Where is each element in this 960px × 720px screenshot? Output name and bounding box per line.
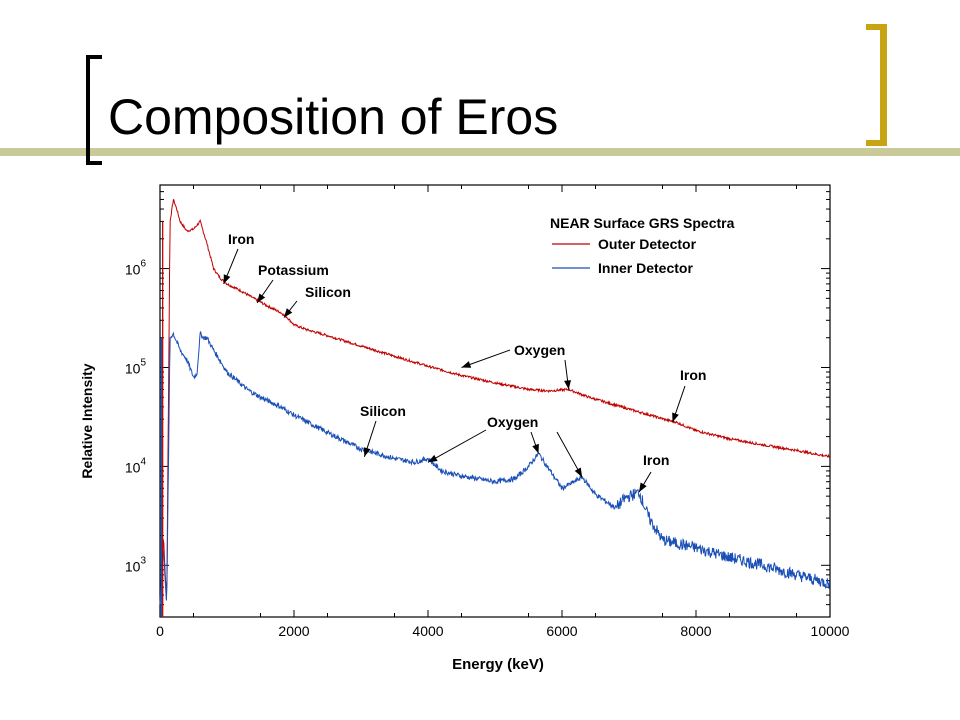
- legend-entry: Outer Detector: [598, 236, 697, 252]
- annotation-label: Oxygen: [487, 414, 538, 430]
- left-bracket-bottom: [86, 161, 102, 165]
- annotation-arrowhead: [532, 443, 539, 454]
- annotation-arrowhead: [363, 447, 371, 457]
- y-tick-label: 106: [125, 259, 147, 278]
- x-axis-label: Energy (keV): [452, 656, 544, 673]
- annotation-label: Iron: [680, 367, 706, 383]
- annotation-arrowhead: [639, 482, 647, 493]
- annotation-label: Iron: [643, 452, 669, 468]
- annotation-arrowhead: [257, 293, 266, 303]
- left-bracket-accent: [86, 55, 90, 165]
- annotation-arrowhead: [672, 412, 679, 423]
- annotation-arrowhead: [223, 274, 231, 284]
- annotation-arrowhead: [574, 467, 583, 478]
- annotation-label: Iron: [228, 231, 254, 247]
- legend-title: NEAR Surface GRS Spectra: [550, 215, 735, 231]
- x-tick-label: 0: [156, 623, 164, 639]
- x-tick-label: 4000: [412, 623, 443, 639]
- y-tick-label: 104: [125, 456, 147, 475]
- annotation-label: Potassium: [258, 262, 329, 278]
- left-bracket-top: [86, 55, 102, 59]
- right-bracket-top: [866, 24, 887, 30]
- annotation-arrowhead: [283, 308, 293, 318]
- title-rule: [0, 148, 960, 156]
- annotation-label: Silicon: [305, 284, 351, 300]
- annotation-label: Oxygen: [514, 342, 565, 358]
- right-bracket-bottom: [866, 140, 887, 146]
- y-axis-label: Relative Intensity: [79, 363, 95, 478]
- annotation-arrowhead: [428, 454, 438, 463]
- legend-entry: Inner Detector: [598, 260, 693, 276]
- x-tick-label: 2000: [278, 623, 309, 639]
- y-tick-label: 103: [125, 555, 147, 574]
- annotation-label: Silicon: [360, 403, 406, 419]
- series-line-inner: [159, 330, 830, 605]
- plot-frame: [159, 184, 831, 618]
- series-line-outer: [159, 198, 831, 605]
- annotation-arrowhead: [564, 380, 571, 390]
- right-bracket-accent: [880, 24, 887, 146]
- x-tick-label: 8000: [680, 623, 711, 639]
- x-tick-label: 10000: [811, 623, 850, 639]
- y-tick-label: 105: [125, 357, 147, 376]
- slide-title: Composition of Eros: [108, 89, 559, 145]
- x-tick-label: 6000: [546, 623, 577, 639]
- annotation-arrowhead: [461, 361, 472, 368]
- annotation-arrow: [427, 429, 487, 463]
